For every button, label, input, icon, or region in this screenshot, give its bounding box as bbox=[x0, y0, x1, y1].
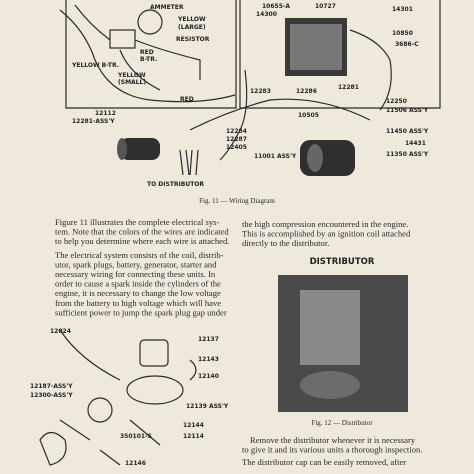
part-label: RED bbox=[180, 96, 194, 103]
part-label: 14431 bbox=[405, 140, 426, 147]
part-label: B-TR. bbox=[140, 56, 157, 63]
part-label: AMMETER bbox=[150, 4, 184, 11]
figure-caption: Fig. 11 — Wiring Diagram bbox=[199, 197, 275, 205]
part-label: 12024 bbox=[50, 328, 71, 335]
part-label: 12283 bbox=[250, 88, 271, 95]
body-text: This is accomplished by an ignition coil… bbox=[242, 229, 411, 239]
part-label: 12281-ASS'Y bbox=[72, 118, 115, 125]
body-text: engine, it is necessary to change the lo… bbox=[55, 288, 221, 298]
body-text: directly to the distributor. bbox=[242, 238, 329, 248]
photo-detail bbox=[300, 290, 360, 365]
part-label: 12143 bbox=[198, 356, 219, 363]
photo-detail bbox=[300, 371, 360, 399]
part-label: 12284 bbox=[226, 128, 247, 135]
body-text: to give it and its various units a thoro… bbox=[242, 445, 422, 455]
part-label: 350101-S bbox=[120, 433, 152, 440]
part-label: 12137 bbox=[198, 336, 219, 343]
part-label: 14300 bbox=[256, 11, 277, 18]
part-label: 3686-C bbox=[395, 41, 419, 48]
part-label: 11506 ASS'Y bbox=[386, 107, 429, 114]
part-label: 11001 ASS'Y bbox=[254, 153, 297, 160]
part-label: 12139 ASS'Y bbox=[186, 403, 229, 410]
part-label: 10850 bbox=[392, 30, 413, 37]
body-text: from the battery to high voltage which w… bbox=[55, 298, 221, 308]
wiring-diagram-art bbox=[59, 0, 441, 176]
body-text: The distributor cap can be easily remove… bbox=[242, 457, 406, 467]
body-text: sufficient power to jump the spark plug … bbox=[55, 307, 227, 317]
part-label: RED bbox=[140, 49, 154, 56]
part-label: 10727 bbox=[315, 3, 336, 10]
part-label: YELLOW B-TR. bbox=[71, 62, 119, 69]
part-label: YELLOW bbox=[117, 72, 146, 79]
part-label: 12144 bbox=[183, 422, 204, 429]
body-text: Figure 11 illustrates the complete elect… bbox=[55, 217, 219, 227]
part-label: 12187-ASS'Y bbox=[30, 383, 73, 390]
body-text: The electrical system consists of the co… bbox=[55, 250, 224, 260]
part-label: 12286 bbox=[296, 88, 317, 95]
part-label: 11350 ASS'Y bbox=[386, 151, 429, 158]
part-label: RESISTOR bbox=[176, 36, 210, 43]
part-label: 12250 bbox=[386, 98, 407, 105]
part-label: TO DISTRIBUTOR bbox=[147, 181, 204, 188]
body-text: order to cause a spark inside the cylind… bbox=[55, 279, 221, 289]
part-label: YELLOW bbox=[177, 16, 206, 23]
figure-caption: Fig. 12 — Distributor bbox=[311, 419, 373, 427]
part-label: 12146 bbox=[125, 460, 146, 467]
body-text: tem. Note that the colors of the wires a… bbox=[55, 227, 229, 237]
part-label: (SMALL) bbox=[118, 79, 146, 86]
body-text: utor, spark plugs, battery, generator, s… bbox=[55, 259, 217, 269]
parts-diagram-art bbox=[39, 329, 197, 466]
part-label: 12287 bbox=[226, 136, 247, 143]
part-label: 12281 bbox=[338, 84, 359, 91]
body-text: necessary wiring for connecting these un… bbox=[55, 269, 216, 279]
part-label: (LARGE) bbox=[178, 24, 206, 31]
body-text: to help you determine where each wire is… bbox=[55, 236, 229, 246]
body-text: the high compression encountered in the … bbox=[242, 219, 408, 229]
part-label: 11450 ASS'Y bbox=[386, 128, 429, 135]
part-label: 10655-A bbox=[262, 3, 290, 10]
section-heading: DISTRIBUTOR bbox=[310, 257, 375, 267]
part-label: 14301 bbox=[392, 6, 413, 13]
part-label: 10505 bbox=[298, 112, 319, 119]
part-label: 12405 bbox=[226, 144, 247, 151]
part-label: 12112 bbox=[95, 110, 116, 117]
part-label: 12114 bbox=[183, 433, 204, 440]
body-text: Remove the distributor whenever it is ne… bbox=[250, 435, 416, 445]
part-label: 12300-ASS'Y bbox=[30, 392, 73, 399]
part-label: 12140 bbox=[198, 373, 219, 380]
